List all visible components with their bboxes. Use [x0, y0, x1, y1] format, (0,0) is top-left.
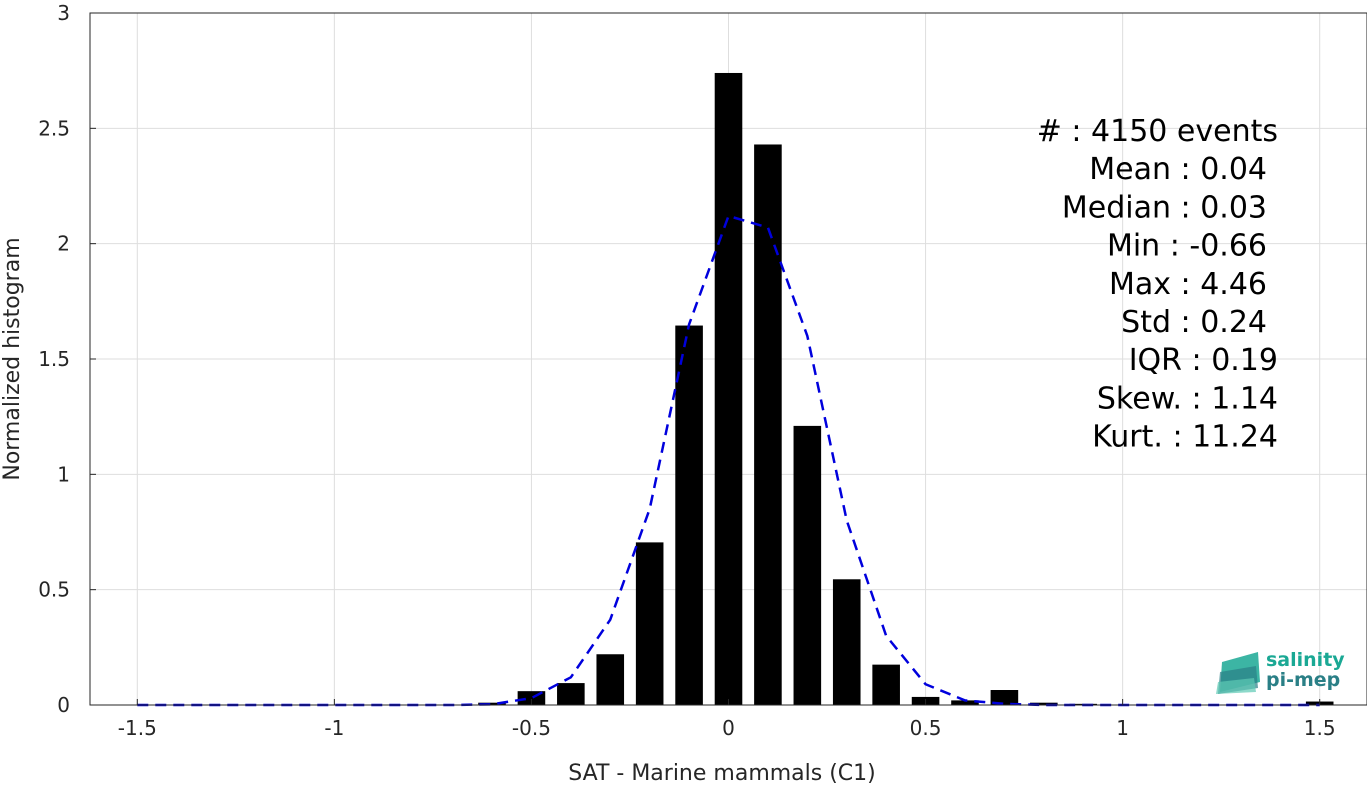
histogram-bar [478, 702, 506, 705]
histogram-bar [832, 579, 861, 705]
stat-line: Mean : 0.04 [1089, 152, 1267, 187]
histogram-bar [596, 654, 625, 705]
histogram-bar [754, 144, 782, 706]
stat-line: # : 4150 events [1037, 114, 1278, 149]
stat-line: Median : 0.03 [1062, 190, 1267, 225]
histogram-bars [478, 72, 1334, 706]
stat-line: Max : 4.46 [1109, 267, 1267, 302]
logo-text-salinity: salinity [1266, 649, 1345, 671]
x-axis-ticks: -1.5 -1 -0.5 0 0.5 1 1.5 [118, 699, 1336, 740]
y-axis-label: Normalized histogram [0, 237, 25, 480]
x-tick-label: -0.5 [512, 716, 551, 740]
stat-line: IQR : 0.19 [1129, 343, 1278, 378]
wave-logo-icon [1216, 652, 1260, 694]
salinity-pi-mep-logo: salinity pi-mep [1216, 649, 1345, 694]
x-tick-label: 0 [722, 716, 735, 740]
x-tick-label: -1.5 [118, 716, 157, 740]
x-tick-label: -1 [324, 716, 344, 740]
y-tick-label: 0.5 [38, 578, 70, 602]
y-tick-label: 3 [57, 1, 70, 25]
y-tick-label: 1.5 [38, 347, 70, 371]
stat-line: Skew. : 1.14 [1097, 381, 1278, 416]
y-tick-label: 0 [57, 693, 70, 717]
y-axis-ticks: 0 0.5 1 1.5 2 2.5 3 [38, 1, 96, 717]
histogram-bar [793, 425, 822, 705]
x-axis-label: SAT - Marine mammals (C1) [568, 761, 876, 785]
x-tick-label: 0.5 [910, 716, 942, 740]
histogram-bar [951, 700, 979, 705]
x-tick-label: 1 [1116, 716, 1129, 740]
fit-curve [137, 214, 1320, 707]
x-tick-label: 1.5 [1304, 716, 1336, 740]
stat-line: Min : -0.66 [1107, 229, 1267, 264]
stat-line: Kurt. : 11.24 [1092, 420, 1278, 455]
y-tick-label: 1 [57, 462, 70, 486]
histogram-bar [675, 325, 703, 705]
y-tick-label: 2 [57, 232, 70, 256]
histogram-bar [635, 542, 664, 705]
y-tick-label: 2.5 [38, 116, 70, 140]
histogram-bar [557, 683, 585, 705]
histogram-bar [872, 664, 900, 705]
histogram-bar [1030, 702, 1058, 705]
histogram-bar [714, 72, 743, 706]
histogram-bar [990, 690, 1019, 705]
logo-text-pimep: pi-mep [1266, 669, 1340, 691]
stat-line: Std : 0.24 [1121, 305, 1267, 340]
